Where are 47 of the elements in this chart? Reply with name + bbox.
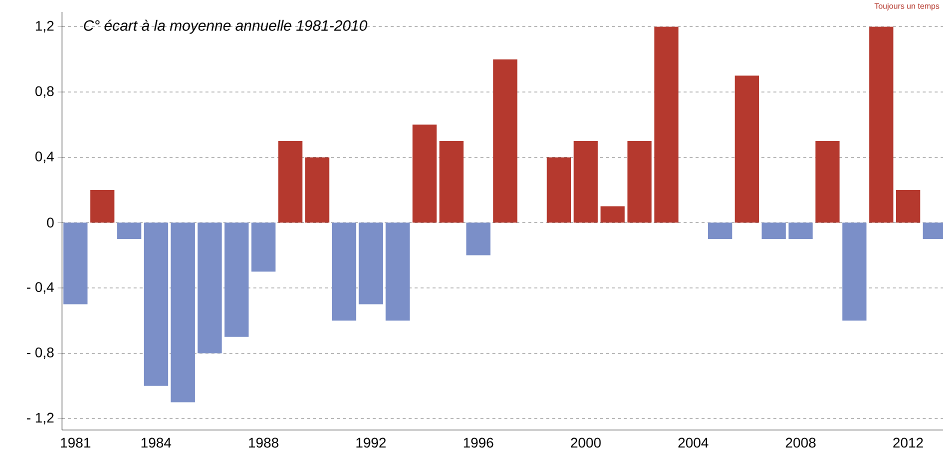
- x-tick-label: 2004: [678, 438, 708, 448]
- y-tick-label: 0,8: [35, 86, 54, 98]
- bar: [117, 222, 142, 239]
- bar: [600, 206, 625, 223]
- y-tick-label: 1,2: [36, 20, 54, 32]
- x-tick-label: 1992: [356, 438, 386, 448]
- bar: [734, 76, 760, 223]
- x-tick-label: 2008: [786, 438, 816, 448]
- bar: [305, 157, 330, 223]
- bar: [869, 26, 894, 223]
- bar: [170, 222, 195, 402]
- bar: [654, 26, 678, 223]
- x-tick-label: 1981: [60, 438, 90, 448]
- bar: [224, 222, 249, 337]
- bar: [842, 222, 866, 321]
- bar: [198, 222, 222, 354]
- bar: [627, 140, 652, 223]
- bar: [896, 190, 920, 223]
- bar: [278, 140, 302, 223]
- bar: [251, 222, 276, 272]
- bar: [762, 222, 786, 239]
- bar: [815, 140, 840, 223]
- bar: [90, 190, 114, 223]
- bar: [63, 222, 88, 304]
- bar: [144, 222, 168, 386]
- y-tick-label: - 1,2: [26, 412, 54, 424]
- bar: [493, 59, 518, 223]
- x-tick-label: 1984: [142, 438, 172, 448]
- x-tick-label: 2012: [893, 438, 923, 448]
- x-tick-label: 1996: [464, 438, 494, 448]
- bar: [386, 222, 410, 321]
- y-tick-label: 0,4: [35, 152, 54, 164]
- bar: [358, 222, 383, 304]
- bar: [788, 222, 813, 239]
- bar: [412, 124, 437, 223]
- y-tick-label: 0: [47, 218, 54, 228]
- bar: [574, 140, 598, 223]
- chart-title: C° écart à la moyenne annuelle 1981-2010: [84, 20, 368, 34]
- y-tick-label: - 0,4: [26, 282, 54, 294]
- x-tick-label: 2000: [570, 438, 601, 448]
- x-tick-label: 1988: [249, 438, 278, 448]
- bar: [546, 157, 571, 223]
- bar: [708, 222, 732, 239]
- bar: [466, 222, 490, 256]
- bar: [332, 222, 356, 321]
- bar: [439, 140, 464, 223]
- y-tick-label: - 0,8: [26, 347, 54, 360]
